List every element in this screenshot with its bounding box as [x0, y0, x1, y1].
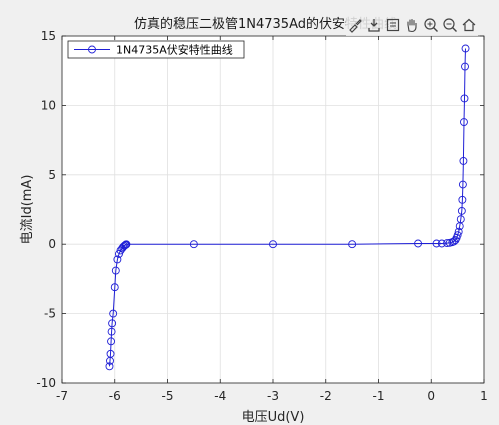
data-point	[460, 118, 468, 127]
data-point	[107, 337, 116, 346]
data-point	[437, 239, 446, 248]
data-point	[461, 62, 469, 71]
brush-icon[interactable]	[346, 15, 364, 35]
data-point	[451, 236, 460, 244]
series-line	[109, 48, 466, 367]
x-tick-label: -1	[373, 389, 385, 403]
legend-entry-label: 1N4735A伏安特性曲线	[116, 43, 233, 57]
data-point	[120, 241, 129, 250]
data-point	[108, 319, 117, 328]
home-icon[interactable]	[460, 15, 478, 35]
data-point	[454, 227, 463, 236]
legend-box	[67, 40, 245, 59]
data-tips-icon[interactable]	[384, 15, 402, 35]
x-tick-label: 0	[427, 389, 435, 403]
data-point	[457, 206, 466, 215]
data-point	[122, 240, 131, 249]
data-point	[456, 215, 465, 224]
y-tick-label: 0	[48, 237, 56, 251]
data-point	[113, 255, 122, 264]
x-tick-label: -4	[214, 389, 226, 403]
data-point	[348, 240, 357, 249]
data-point	[111, 266, 120, 275]
data-point	[458, 195, 467, 204]
data-point	[105, 362, 114, 371]
legend-marker-sample	[88, 45, 96, 54]
y-tick-label: 5	[48, 168, 56, 182]
data-point	[107, 327, 116, 336]
data-point	[414, 239, 423, 248]
y-axis-label: 电流Id(mA)	[20, 175, 35, 245]
data-point	[110, 283, 119, 292]
save-icon[interactable]	[365, 15, 383, 35]
data-point	[453, 231, 462, 240]
y-tick-label: 10	[41, 98, 56, 112]
zoom-out-icon[interactable]	[441, 15, 459, 35]
data-point	[458, 180, 467, 189]
data-point	[460, 94, 469, 103]
y-tick-label: -5	[44, 307, 56, 321]
data-point	[269, 240, 277, 249]
x-tick-label: -6	[109, 389, 121, 403]
zoom-in-icon[interactable]	[422, 15, 440, 35]
data-point	[189, 240, 198, 249]
data-point	[106, 349, 115, 358]
data-point	[109, 309, 118, 318]
chart-title: 仿真的稳压二极管1N4735Ad的伏安特性曲线	[134, 16, 397, 32]
x-tick-label: -2	[320, 389, 332, 403]
data-point	[461, 44, 470, 53]
y-tick-label: 15	[41, 29, 56, 43]
x-tick-label: -5	[162, 389, 174, 403]
x-tick-label: -7	[56, 389, 68, 403]
x-tick-label: 1	[480, 389, 488, 403]
data-point	[432, 239, 441, 248]
pan-icon[interactable]	[403, 15, 421, 35]
x-tick-label: -3	[267, 389, 279, 403]
data-point	[459, 156, 468, 165]
series-layer	[105, 44, 470, 371]
legend[interactable]: 1N4735A伏安特性曲线	[67, 40, 245, 59]
axes-toolbar	[346, 14, 478, 36]
y-tick-label: -10	[36, 376, 56, 390]
x-axis-label: 电压Ud(V)	[242, 410, 305, 425]
